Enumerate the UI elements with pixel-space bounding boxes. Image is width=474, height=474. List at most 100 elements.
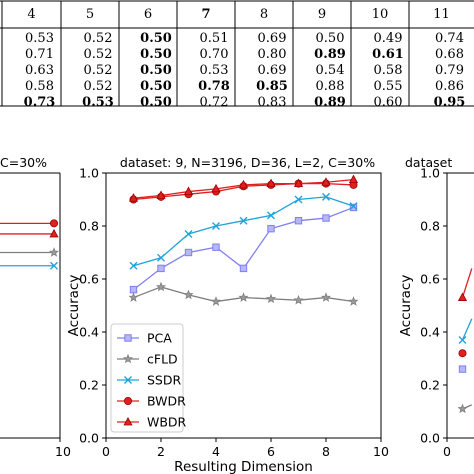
y-axis-label: Accuracy [398, 275, 414, 337]
cfld-marker [293, 294, 304, 305]
cfld-marker [128, 292, 139, 302]
table-cell: 0.53 [82, 95, 114, 110]
table-cell: 0.50 [316, 31, 345, 46]
ssdr-marker [50, 261, 58, 270]
table-cell: 0.83 [258, 95, 287, 110]
y-tick-label: 1.0 [79, 166, 99, 181]
ssdr-marker [212, 222, 220, 230]
ssdr-marker [294, 195, 303, 204]
series-ssdr [0, 261, 58, 270]
x-tick-label: 2 [157, 444, 165, 459]
plot-frame [105, 172, 382, 439]
cfld-marker [238, 292, 249, 302]
cfld-marker [210, 296, 222, 306]
cfld-marker [155, 281, 167, 292]
pca-marker [349, 203, 358, 212]
x-tick-label: 8 [322, 444, 330, 459]
chart-left-partial: C=30% 10 [0, 155, 71, 459]
y-tick-label: 1.0 [420, 166, 440, 181]
legend-label: BWDR [147, 394, 186, 409]
pca-marker [294, 217, 303, 225]
table-header-cell: 7 [201, 7, 210, 22]
ssdr-marker [267, 211, 275, 220]
table-cell: 0.69 [258, 63, 287, 78]
table-cell: 0.61 [372, 47, 404, 62]
table-cell: 0.80 [258, 47, 287, 62]
table-cell: 0.68 [435, 47, 464, 62]
table-cell: 0.50 [140, 63, 172, 78]
y-tick-label: 0.4 [79, 325, 99, 340]
table-cell: 0.52 [84, 63, 113, 78]
table-cell: 0.86 [435, 79, 464, 94]
table-cell: 0.88 [316, 79, 345, 94]
wbdr-marker [156, 190, 166, 199]
x-tick-label: 4 [212, 444, 220, 459]
cfld-marker [183, 289, 194, 300]
chart-figure: C=30% 10 dataset: 9, N=3196, D=36, L=2, C… [0, 155, 474, 474]
pca-marker [267, 224, 275, 233]
x-tick-label: 10 [55, 444, 71, 459]
series-ssdr [458, 318, 473, 344]
ssdr-marker [124, 376, 132, 384]
chart-center: dataset: 9, N=3196, D=36, L=2, C=30%0.00… [66, 155, 389, 474]
series-wbdr [0, 228, 59, 238]
legend-label: PCA [147, 331, 172, 346]
table-cell: 0.50 [140, 95, 172, 110]
ssdr-marker [129, 261, 138, 270]
table-cell: 0.70 [200, 47, 229, 62]
table-cell: 0.51 [200, 31, 229, 46]
series-pca [129, 203, 358, 294]
ssdr-marker [458, 335, 467, 344]
table-cell: 0.49 [374, 31, 403, 46]
series-cfld [457, 403, 473, 414]
table-cell: 0.52 [84, 47, 113, 62]
table-cell: 0.60 [374, 95, 403, 110]
table-cell: 0.58 [25, 79, 54, 94]
wbdr-marker [293, 178, 304, 187]
pca-marker [124, 334, 132, 342]
series-line [461, 268, 473, 298]
table-cell: 0.89 [314, 95, 346, 110]
x-axis-label: Resulting Dimension [174, 459, 313, 474]
table-cell: 0.89 [314, 47, 346, 62]
wbdr-marker [183, 186, 194, 195]
series-bwdr [458, 349, 467, 358]
y-tick-label: 0.2 [79, 378, 99, 393]
y-tick-label: 0.8 [79, 219, 99, 234]
chart-title: C=30% [0, 155, 47, 170]
table-cell: 0.58 [374, 63, 403, 78]
bwdr-marker [458, 349, 467, 358]
results-table: 4 5 6 7 8 9 10 11 0.53 0.52 0.50 0.51 0.69 0.50 0.49 0… [0, 0, 474, 110]
wbdr-marker [49, 228, 59, 238]
table-column-separators [1, 1, 410, 106]
ssdr-marker [184, 229, 193, 238]
table-cell: 0.73 [24, 95, 56, 110]
plot-frame [446, 172, 474, 439]
wbdr-marker [321, 177, 331, 186]
cfld-marker [122, 353, 134, 364]
table-cell: 0.50 [140, 31, 172, 46]
table-cell: 0.50 [140, 79, 172, 94]
bwdr-marker [124, 396, 133, 405]
ssdr-marker [322, 192, 330, 201]
table-cell: 0.72 [200, 95, 229, 110]
chart-title: dataset: 9, N=3196, D=36, L=2, C=30% [120, 155, 375, 170]
table-header-cell: 10 [372, 7, 389, 22]
pca-marker [157, 264, 165, 273]
table-cell: 0.53 [25, 31, 54, 46]
table-header-cell: 11 [433, 7, 450, 22]
wbdr-marker [238, 179, 249, 189]
series-cfld [0, 247, 60, 257]
y-tick-label: 0.6 [79, 272, 99, 287]
wbdr-marker [123, 416, 133, 426]
x-tick-label: 0 [443, 444, 451, 459]
series-pca [458, 365, 467, 373]
table-cell: 0.54 [316, 63, 345, 78]
table-header-cell: 5 [86, 7, 94, 22]
legend: PCA cFLD SSDR BWDR WBDR [110, 323, 187, 433]
y-tick-label: 0.0 [420, 431, 440, 446]
bwdr-marker [50, 219, 59, 228]
table-cell: 0.85 [256, 79, 288, 94]
legend-label: SSDR [147, 373, 181, 388]
series-ssdr [129, 192, 358, 270]
